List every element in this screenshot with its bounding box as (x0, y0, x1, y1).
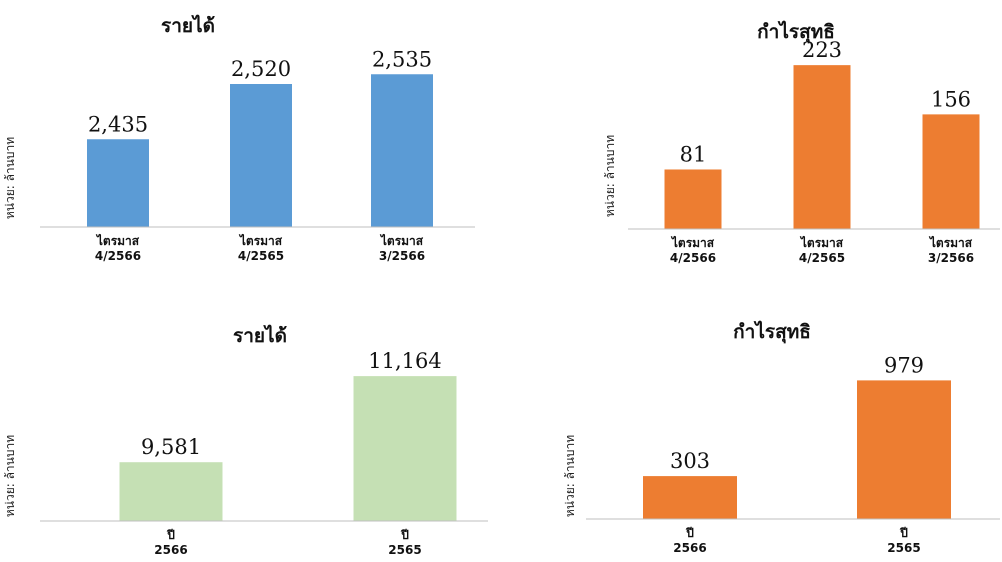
category-label-line2: 2565 (887, 541, 920, 555)
y-axis-label: หน่วย: ล้านบาท (563, 435, 577, 517)
category-label-line2: 4/2566 (670, 251, 716, 265)
bar-group: 2,435ไตรมาส4/25662,520ไตรมาส4/25652,535ไ… (40, 47, 475, 263)
category-label-line2: 2566 (673, 541, 706, 555)
category-label-line1: ไตรมาส (238, 233, 283, 248)
bar-1 (119, 462, 223, 521)
data-label-2: 2,520 (231, 57, 291, 81)
category-label-line2: 3/2566 (379, 249, 425, 263)
category-label-line2: 4/2565 (799, 251, 845, 265)
data-label-3: 156 (931, 87, 971, 111)
chart-panel-annual-profit: กำไรสุทธิ หน่วย: ล้านบาท 303 ปี 2566 979 ปี 2… (520, 300, 1002, 562)
bar-2 (793, 65, 851, 229)
category-label-line2: 2566 (154, 543, 187, 557)
data-label-1: 81 (680, 142, 707, 166)
category-label-line1: ปี (167, 528, 176, 542)
data-label-1: 303 (670, 449, 710, 473)
chart-annual-revenue: รายได้ หน่วย: ล้านบาท 9,581ปี256611,164ป… (3, 324, 488, 557)
data-label-2: 11,164 (368, 349, 441, 373)
bar-3 (371, 74, 433, 227)
bar-1 (664, 169, 722, 229)
y-axis-label: หน่วย: ล้านบาท (3, 435, 17, 517)
bar-group: 81ไตรมาส4/2566223ไตรมาส4/2565156ไตรมาส3/… (628, 38, 1000, 265)
category-label-line1: ปี (401, 528, 410, 542)
chart-title: รายได้ (161, 14, 215, 37)
category-label-line1: ไตรมาส (95, 233, 140, 248)
bar-1 (643, 476, 737, 519)
y-axis-label: หน่วย: ล้านบาท (603, 135, 617, 217)
y-axis-label: หน่วย: ล้านบาท (3, 137, 17, 219)
chart-panel-annual-revenue: รายได้ หน่วย: ล้านบาท 9,581 ปี 2566 11,164 ป… (0, 300, 500, 562)
bar-2 (857, 380, 951, 519)
data-label-1: 9,581 (141, 435, 201, 459)
data-label-1: 2,435 (88, 112, 148, 136)
category-label-line1: ไตรมาส (379, 233, 424, 248)
category-label-line1: ไตรมาส (799, 235, 844, 250)
bar-2 (230, 84, 292, 227)
chart-title: รายได้ (233, 324, 287, 347)
category-label-line1: ไตรมาส (928, 235, 973, 250)
data-label-2: 979 (884, 353, 924, 377)
bar-2 (353, 376, 457, 521)
chart-title: กำไรสุทธิ (733, 320, 811, 344)
chart-panel-quarterly-revenue: รายได้ หน่วย: ล้านบาท 2,435 ไตรมาส 4/2566 2… (0, 0, 500, 280)
data-label-3: 2,535 (372, 47, 432, 71)
category-label-line1: ปี (686, 526, 695, 540)
chart-annual-profit: กำไรสุทธิ หน่วย: ล้านบาท 303ปี2566979ปี2… (563, 320, 1000, 555)
chart-title: กำไรสุทธิ (757, 20, 835, 44)
category-label-line2: 4/2566 (95, 249, 141, 263)
category-label-line2: 2565 (388, 543, 421, 557)
category-label-line2: 3/2566 (928, 251, 974, 265)
category-label-line2: 4/2565 (238, 249, 284, 263)
chart-panel-quarterly-profit: กำไรสุทธิ หน่วย: ล้านบาท 81 ไตรมาส 4/2566 2… (560, 0, 1002, 280)
bar-1 (87, 139, 149, 227)
bar-3 (922, 114, 980, 229)
chart-quarterly-revenue: รายได้ หน่วย: ล้านบาท 2,435ไตรมาส4/25662… (3, 14, 475, 263)
category-label-line1: ปี (900, 526, 909, 540)
data-label-2: 223 (802, 38, 842, 62)
chart-quarterly-profit: กำไรสุทธิ หน่วย: ล้านบาท 81ไตรมาส4/25662… (603, 20, 1000, 265)
category-label-line1: ไตรมาส (670, 235, 715, 250)
